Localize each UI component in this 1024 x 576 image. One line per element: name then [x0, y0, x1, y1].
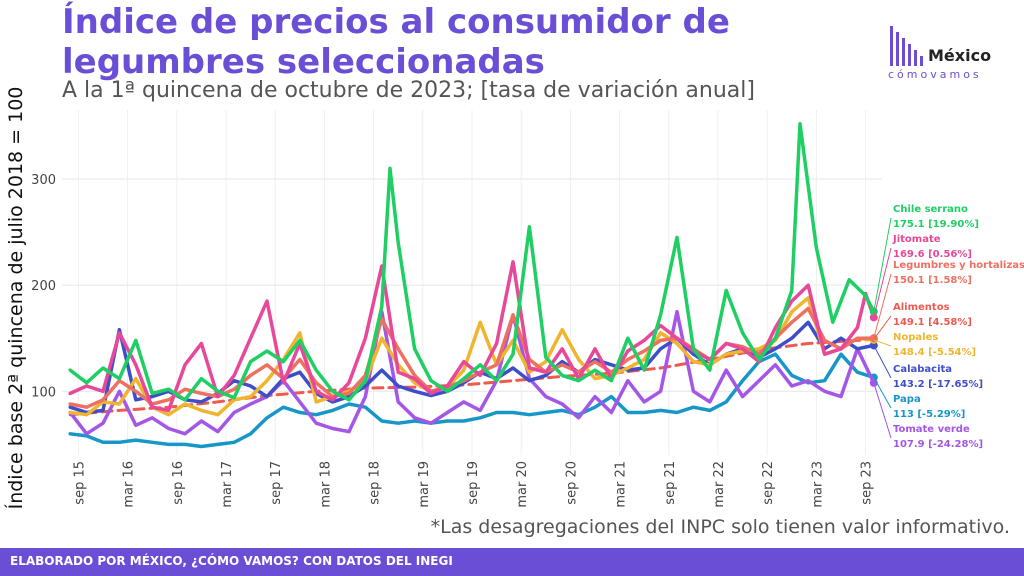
series-label-name: Calabacita — [893, 364, 952, 375]
series-label-name: Tomate verde — [893, 424, 970, 435]
label-leader — [873, 315, 892, 340]
x-tick-label: sep 16 — [171, 461, 186, 505]
x-axis-ticks: sep 15 mar 16 sep 16 mar 17 sep 17 mar 18 sep … — [72, 461, 874, 508]
series-label-value: 169.6 [0.56%] — [893, 249, 972, 260]
x-tick-label: sep 21 — [663, 461, 678, 505]
series-label-value: 175.1 [19.90%] — [893, 219, 979, 230]
series-line-nopales — [68, 296, 876, 417]
series-label-value: 143.2 [-17.65%] — [893, 379, 983, 390]
label-leader — [873, 273, 892, 339]
footnote: *Las desagregaciones del INPC solo tiene… — [430, 516, 1010, 538]
x-tick-label: mar 18 — [318, 461, 333, 508]
x-tick-label: mar 16 — [122, 461, 137, 508]
x-tick-label: mar 17 — [220, 461, 235, 508]
x-tick-label: sep 19 — [466, 461, 481, 505]
label-leader — [873, 382, 892, 439]
series-label-name: Chile serrano — [893, 204, 968, 215]
series-label-name: Alimentos — [893, 302, 950, 313]
series-line-chile-serrano — [68, 122, 876, 402]
x-tick-label: sep 22 — [761, 461, 776, 505]
page-title: Índice de precios al consumidor de legum… — [62, 2, 730, 82]
series-label-value: 107.9 [-24.28%] — [893, 439, 983, 450]
label-leader — [873, 345, 892, 379]
series-label-value: 148.4 [-5.54%] — [893, 347, 976, 358]
series-label-name: Papa — [893, 394, 921, 405]
series-line-papa — [68, 352, 876, 449]
x-tick-label: sep 15 — [72, 461, 87, 505]
label-leader — [873, 377, 892, 409]
page-subtitle: A la 1ª quincena de octubre de 2023; [ta… — [62, 78, 755, 103]
label-leader — [873, 339, 892, 347]
chart-grid — [62, 110, 882, 455]
logo-name: México — [928, 46, 992, 65]
x-tick-label: sep 20 — [564, 461, 579, 505]
chart-series — [68, 122, 878, 449]
y-tick-label: 100 — [31, 385, 56, 400]
series-line-jitomate — [68, 260, 876, 413]
series-line-tomate-verde — [68, 309, 876, 436]
logo-bars-icon — [890, 26, 934, 66]
x-tick-label: sep 23 — [860, 461, 875, 505]
logo: México cómovamos — [888, 22, 1008, 84]
series-line-alimentos — [68, 337, 876, 417]
x-tick-label: mar 22 — [712, 461, 727, 508]
x-tick-label: mar 21 — [614, 461, 629, 508]
y-tick-label: 200 — [31, 279, 56, 294]
footer-bar: ELABORADO POR MÉXICO, ¿CÓMO VAMOS? CON D… — [0, 548, 1024, 576]
logo-subtitle: cómovamos — [888, 68, 982, 81]
footer-credit: ELABORADO POR MÉXICO, ¿CÓMO VAMOS? CON D… — [10, 554, 453, 568]
label-leader — [873, 247, 892, 318]
x-tick-label: mar 20 — [515, 461, 530, 508]
series-label-name: Jitomate — [892, 234, 941, 245]
series-label-name: Nopales — [893, 332, 938, 343]
x-tick-label: mar 19 — [417, 461, 432, 508]
series-label-name: Legumbres y hortalizas — [893, 260, 1024, 271]
x-tick-label: sep 17 — [269, 461, 284, 505]
y-axis-ticks: 100 200 300 — [31, 173, 56, 400]
series-label-value: 150.1 [1.58%] — [893, 275, 972, 286]
y-tick-label: 300 — [31, 173, 56, 188]
y-axis-label: Índice base 2ª quincena de julio 2018 = … — [4, 87, 27, 510]
line-chart: sep 15 mar 16 sep 16 mar 17 sep 17 mar 18 sep … — [4, 87, 1024, 510]
series-labels: Chile serrano 175.1 [19.90%] Jitomate 169.6… — [873, 204, 1024, 450]
x-tick-label: mar 23 — [810, 461, 825, 508]
series-label-value: 113 [-5.29%] — [893, 409, 965, 420]
label-leader — [873, 217, 892, 312]
x-tick-label: sep 18 — [368, 461, 383, 505]
series-label-value: 149.1 [4.58%] — [893, 317, 972, 328]
